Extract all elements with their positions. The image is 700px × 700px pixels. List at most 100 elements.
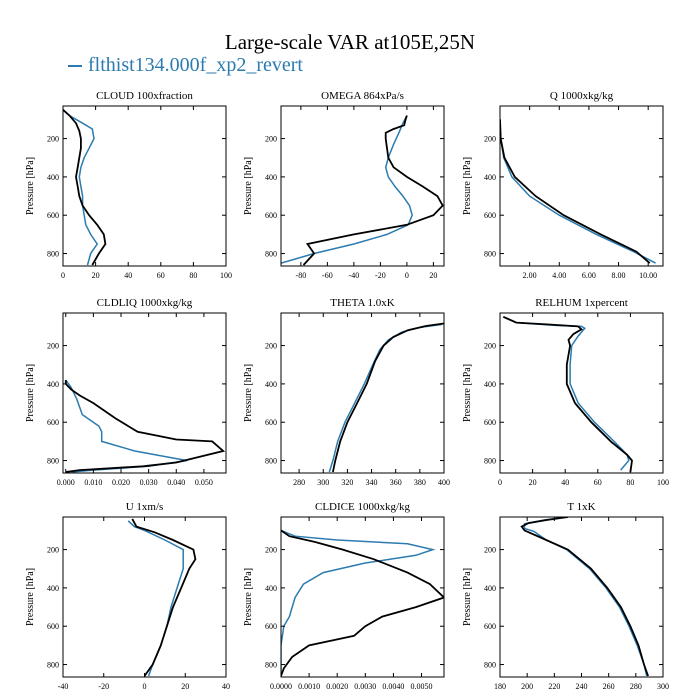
y-tick-label: 400 [47,173,59,182]
x-tick-label: 0 [61,271,65,280]
y-tick-label: 600 [47,211,59,220]
y-tick-label: 600 [484,211,496,220]
panel-title: Q 1000xkg/kg [550,90,614,102]
series-line-1 [127,520,184,677]
plot-frame [499,516,664,678]
x-tick-label: -40 [349,271,360,280]
y-tick-label: 200 [265,135,277,144]
x-tick-label: 0.020 [112,478,130,487]
y-tick-label: 400 [484,173,496,182]
panel-title: CLOUD 100xfraction [96,90,193,102]
panel-1: CLOUD 100xfraction Pressure [hPa] 0 20 40 60 8… [25,90,232,280]
x-tick-label: 0.0040 [382,682,404,691]
y-axis-label: Pressure [hPa] [243,157,254,215]
y-tick-label: 800 [484,661,496,670]
y-tick-label: 200 [47,135,59,144]
plot-frame [62,105,227,267]
x-tick-label: 60 [594,478,602,487]
x-tick-label: 0 [498,478,502,487]
y-axis-label: Pressure [hPa] [25,364,36,422]
y-tick-label: 200 [484,342,496,351]
series-line-1 [281,115,413,264]
x-tick-label: 8.00 [612,271,626,280]
x-tick-label: 0.040 [167,478,185,487]
y-tick-label: 600 [47,418,59,427]
y-tick-label: 400 [47,584,59,593]
x-tick-label: -80 [296,271,307,280]
panel-title: CLDLIQ 1000xkg/kg [97,297,193,309]
y-tick-label: 600 [47,622,59,631]
x-tick-label: 320 [341,478,353,487]
legend-line-swatch [68,65,82,68]
series-line-2 [502,315,633,473]
x-tick-label: 10.00 [639,271,657,280]
series-line-2 [302,115,444,266]
y-tick-label: 600 [484,418,496,427]
plot-frame [280,105,445,267]
series-line-2 [332,322,444,473]
x-tick-label: 0.050 [195,478,213,487]
x-tick-label: 200 [521,682,533,691]
series-line-2 [520,517,649,677]
x-tick-label: 300 [317,478,329,487]
series-line-2 [63,109,107,266]
plot-frame [62,312,227,474]
x-tick-label: 280 [630,682,642,691]
y-tick-label: 600 [265,622,277,631]
legend-label: flthist134.000f_xp2_revert [88,54,303,76]
panel-9: T 1xK Pressure [hPa] 180 200 220 240 260 280 300… [462,501,669,691]
y-tick-label: 400 [265,173,277,182]
y-tick-label: 400 [265,380,277,389]
y-tick-label: 400 [47,380,59,389]
y-tick-label: 200 [484,135,496,144]
series-line-2 [64,380,226,473]
panel-2: OMEGA 864xPa/s Pressure [hPa] -80 -60 -40 -20… [243,90,445,280]
y-tick-label: 800 [484,250,496,259]
x-tick-label: 20 [429,271,437,280]
x-tick-label: 2.00 [523,271,537,280]
series-line-1 [502,316,630,471]
series-line-1 [281,529,436,676]
y-axis-label: Pressure [hPa] [243,364,254,422]
y-axis-label: Pressure [hPa] [462,157,473,215]
x-tick-label: 180 [494,682,506,691]
x-tick-label: 280 [293,478,305,487]
series-line-2 [500,119,651,264]
series-line-1 [500,119,656,264]
legend: flthist134.000f_xp2_revert [68,54,303,77]
series-line-2 [281,529,444,677]
x-tick-label: 0 [405,271,409,280]
panel-7: U 1xm/s Pressure [hPa] -40 -20 0 20 40 200 400 60… [25,501,230,691]
panel-8: CLDICE 1000xkg/kg Pressure [hPa] 0.0000 0.0… [243,501,445,691]
y-tick-label: 600 [484,622,496,631]
x-tick-label: 40 [561,478,569,487]
y-axis-label: Pressure [hPa] [462,568,473,626]
panel-title: THETA 1.0xK [330,297,395,309]
y-tick-label: 800 [47,250,59,259]
x-tick-label: -20 [375,271,386,280]
panel-title: CLDICE 1000xkg/kg [315,501,411,513]
x-tick-label: 0.0020 [326,682,348,691]
figure-title: Large-scale VAR at105E,25N [224,30,476,54]
plot-frame [499,312,664,474]
x-tick-label: 340 [366,478,378,487]
series-line-2 [131,518,197,677]
y-tick-label: 200 [47,546,59,555]
panel-title: U 1xm/s [126,501,164,513]
x-tick-label: 20 [181,682,189,691]
x-tick-label: 0.0000 [270,682,292,691]
x-tick-label: -20 [98,682,109,691]
y-tick-label: 400 [484,584,496,593]
x-tick-label: 4.00 [552,271,566,280]
plot-frame [280,516,445,678]
x-tick-label: 40 [222,682,230,691]
plot-frame [499,105,664,267]
x-tick-label: 80 [189,271,197,280]
y-tick-label: 600 [265,418,277,427]
y-axis-label: Pressure [hPa] [25,568,36,626]
x-tick-label: 20 [529,478,537,487]
y-tick-label: 400 [484,380,496,389]
x-tick-label: 0.0050 [411,682,433,691]
x-tick-label: 260 [603,682,615,691]
